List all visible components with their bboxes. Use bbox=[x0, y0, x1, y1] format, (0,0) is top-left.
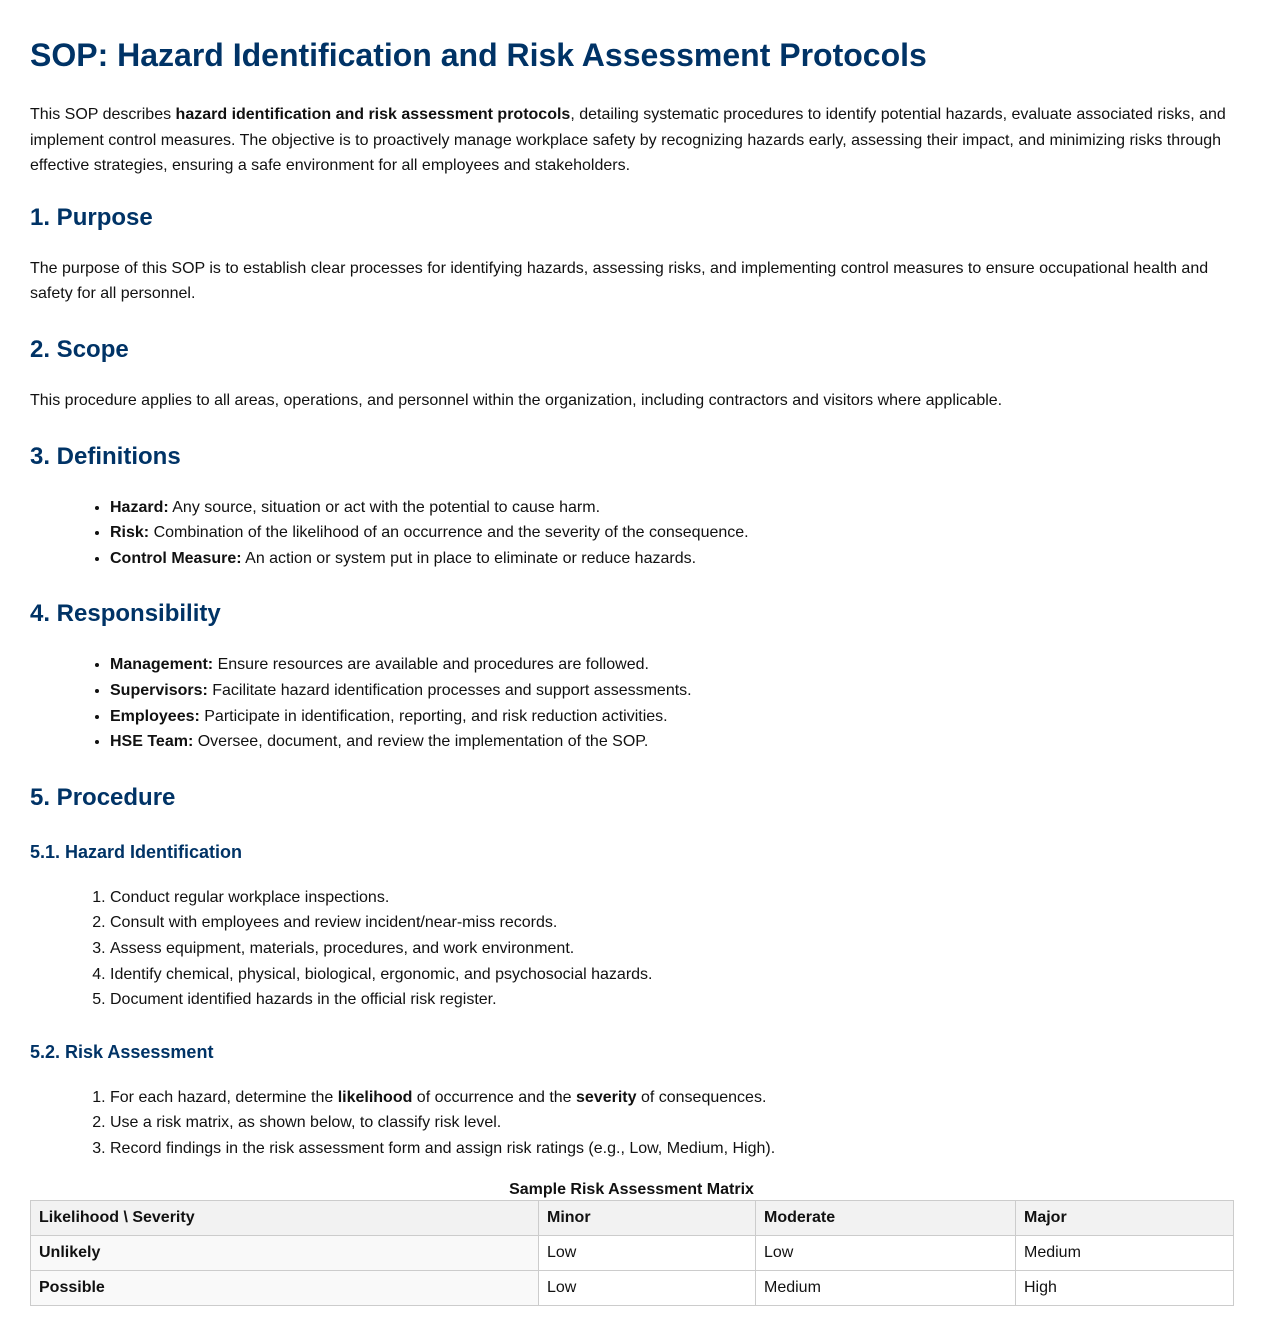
responsibility-list: Management: Ensure resources are availab… bbox=[30, 652, 1233, 754]
term: Control Measure: bbox=[110, 549, 242, 567]
table-cell: High bbox=[1015, 1270, 1234, 1307]
scope-text: This procedure applies to all areas, ope… bbox=[30, 391, 1003, 409]
definitions-list: Hazard: Any source, situation or act wit… bbox=[30, 495, 1233, 572]
header-cell: Major bbox=[1015, 1200, 1234, 1237]
definition: An action or system put in place to elim… bbox=[241, 549, 697, 567]
list-item: Consult with employees and review incide… bbox=[110, 910, 1233, 936]
intro-bold: hazard identification and risk assessmen… bbox=[175, 106, 571, 123]
risk-matrix-table: Likelihood \ Severity Minor Moderate Maj… bbox=[30, 1200, 1234, 1307]
table-cell: Low bbox=[755, 1235, 1016, 1272]
hazard-identification-heading: 5.1. Hazard Identification bbox=[30, 841, 243, 862]
intro-paragraph: This SOP describes hazard identification… bbox=[30, 102, 1233, 179]
header-cell: Minor bbox=[538, 1200, 756, 1237]
text: of occurrence and the bbox=[412, 1088, 577, 1106]
list-item: Use a risk matrix, as shown below, to cl… bbox=[110, 1110, 1233, 1136]
table-row: Possible Low Medium High bbox=[30, 1270, 1234, 1307]
text: of consequences. bbox=[636, 1088, 767, 1106]
list-item: Supervisors: Facilitate hazard identific… bbox=[110, 678, 1233, 704]
table-cell: Medium bbox=[755, 1270, 1016, 1307]
duty: Ensure resources are available and proce… bbox=[213, 656, 649, 674]
hazard-identification-steps: Conduct regular workplace inspections. C… bbox=[30, 885, 1233, 1013]
duty: Oversee, document, and review the implem… bbox=[193, 733, 649, 751]
table-header-row: Likelihood \ Severity Minor Moderate Maj… bbox=[30, 1200, 1234, 1237]
list-item: Risk: Combination of the likelihood of a… bbox=[110, 520, 1233, 546]
role: Management: bbox=[110, 656, 214, 674]
page-title: SOP: Hazard Identification and Risk Asse… bbox=[30, 37, 927, 73]
list-item: For each hazard, determine the likelihoo… bbox=[110, 1085, 1233, 1111]
list-item: Employees: Participate in identification… bbox=[110, 704, 1233, 730]
list-item: Identify chemical, physical, biological,… bbox=[110, 962, 1233, 988]
list-item: Hazard: Any source, situation or act wit… bbox=[110, 495, 1233, 521]
procedure-heading: 5. Procedure bbox=[30, 783, 176, 811]
duty: Participate in identification, reporting… bbox=[199, 707, 668, 725]
definition: Any source, situation or act with the po… bbox=[168, 498, 601, 516]
text-bold: likelihood bbox=[337, 1088, 413, 1106]
list-item: HSE Team: Oversee, document, and review … bbox=[110, 729, 1233, 755]
row-header-cell: Possible bbox=[30, 1270, 539, 1307]
definitions-heading: 3. Definitions bbox=[30, 442, 181, 470]
purpose-heading: 1. Purpose bbox=[30, 203, 153, 231]
table-cell: Medium bbox=[1015, 1235, 1234, 1272]
term: Risk: bbox=[110, 524, 150, 542]
risk-assessment-steps: For each hazard, determine the likelihoo… bbox=[30, 1085, 1233, 1162]
list-item: Assess equipment, materials, procedures,… bbox=[110, 936, 1233, 962]
scope-heading: 2. Scope bbox=[30, 335, 129, 363]
table-cell: Low bbox=[538, 1235, 756, 1272]
responsibility-heading: 4. Responsibility bbox=[30, 600, 221, 628]
list-item: Record findings in the risk assessment f… bbox=[110, 1136, 1233, 1162]
intro-text: , detailing systematic procedures to ide… bbox=[30, 106, 1226, 175]
intro-text: This SOP describes bbox=[30, 106, 176, 123]
list-item: Control Measure: An action or system put… bbox=[110, 546, 1233, 572]
row-header-cell: Unlikely bbox=[30, 1235, 539, 1272]
header-cell: Moderate bbox=[755, 1200, 1016, 1237]
matrix-caption: Sample Risk Assessment Matrix bbox=[509, 1181, 754, 1199]
text-bold: severity bbox=[576, 1088, 637, 1106]
header-cell: Likelihood \ Severity bbox=[30, 1200, 539, 1237]
list-item: Document identified hazards in the offic… bbox=[110, 987, 1233, 1013]
list-item: Conduct regular workplace inspections. bbox=[110, 885, 1233, 911]
table-row: Unlikely Low Low Medium bbox=[30, 1235, 1234, 1272]
purpose-text: The purpose of this SOP is to establish … bbox=[30, 259, 1209, 303]
role: HSE Team: bbox=[110, 733, 194, 751]
term: Hazard: bbox=[110, 498, 169, 516]
role: Employees: bbox=[110, 707, 200, 725]
table-cell: Low bbox=[538, 1270, 756, 1307]
definition: Combination of the likelihood of an occu… bbox=[149, 524, 749, 542]
list-item: Management: Ensure resources are availab… bbox=[110, 652, 1233, 678]
text: For each hazard, determine the bbox=[110, 1088, 338, 1106]
risk-assessment-heading: 5.2. Risk Assessment bbox=[30, 1041, 214, 1062]
duty: Facilitate hazard identification process… bbox=[207, 681, 692, 699]
role: Supervisors: bbox=[110, 681, 208, 699]
